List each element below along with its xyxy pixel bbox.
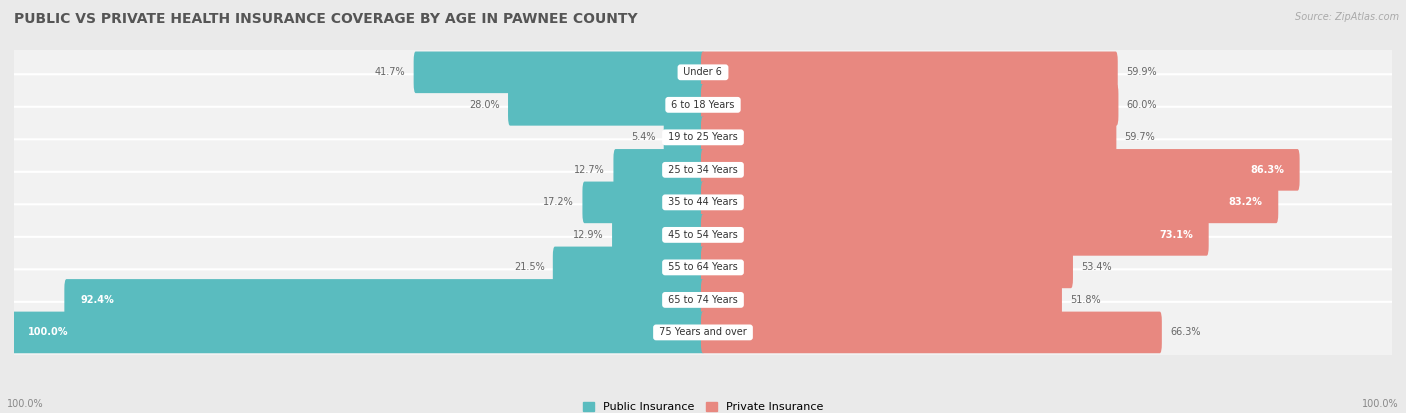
FancyBboxPatch shape <box>553 247 704 288</box>
Text: Source: ZipAtlas.com: Source: ZipAtlas.com <box>1295 12 1399 22</box>
FancyBboxPatch shape <box>11 269 1395 330</box>
Text: 53.4%: 53.4% <box>1081 262 1112 273</box>
Text: 86.3%: 86.3% <box>1250 165 1284 175</box>
FancyBboxPatch shape <box>702 149 1299 191</box>
FancyBboxPatch shape <box>11 204 1395 266</box>
Text: 6 to 18 Years: 6 to 18 Years <box>668 100 738 110</box>
FancyBboxPatch shape <box>702 279 1062 321</box>
FancyBboxPatch shape <box>11 107 1395 168</box>
Text: 59.7%: 59.7% <box>1125 132 1156 142</box>
Text: 66.3%: 66.3% <box>1170 328 1201 337</box>
Text: 21.5%: 21.5% <box>513 262 544 273</box>
FancyBboxPatch shape <box>11 302 1395 363</box>
Text: 100.0%: 100.0% <box>7 399 44 409</box>
FancyBboxPatch shape <box>11 172 1395 233</box>
Legend: Public Insurance, Private Insurance: Public Insurance, Private Insurance <box>579 398 827 413</box>
FancyBboxPatch shape <box>11 42 1395 103</box>
FancyBboxPatch shape <box>702 182 1278 223</box>
FancyBboxPatch shape <box>702 312 1161 353</box>
Text: 92.4%: 92.4% <box>80 295 114 305</box>
Text: 73.1%: 73.1% <box>1159 230 1192 240</box>
Text: 35 to 44 Years: 35 to 44 Years <box>665 197 741 207</box>
FancyBboxPatch shape <box>702 214 1209 256</box>
Text: 25 to 34 Years: 25 to 34 Years <box>665 165 741 175</box>
FancyBboxPatch shape <box>13 312 704 353</box>
Text: 83.2%: 83.2% <box>1229 197 1263 207</box>
Text: 45 to 54 Years: 45 to 54 Years <box>665 230 741 240</box>
Text: 100.0%: 100.0% <box>1362 399 1399 409</box>
Text: 59.9%: 59.9% <box>1126 67 1157 77</box>
Text: 60.0%: 60.0% <box>1126 100 1157 110</box>
Text: 65 to 74 Years: 65 to 74 Years <box>665 295 741 305</box>
FancyBboxPatch shape <box>702 84 1118 126</box>
FancyBboxPatch shape <box>508 84 704 126</box>
Text: PUBLIC VS PRIVATE HEALTH INSURANCE COVERAGE BY AGE IN PAWNEE COUNTY: PUBLIC VS PRIVATE HEALTH INSURANCE COVER… <box>14 12 638 26</box>
Text: 75 Years and over: 75 Years and over <box>657 328 749 337</box>
Text: 51.8%: 51.8% <box>1070 295 1101 305</box>
Text: 41.7%: 41.7% <box>375 67 405 77</box>
FancyBboxPatch shape <box>11 74 1395 135</box>
Text: 12.9%: 12.9% <box>574 230 603 240</box>
FancyBboxPatch shape <box>413 52 704 93</box>
Text: 5.4%: 5.4% <box>631 132 655 142</box>
FancyBboxPatch shape <box>11 237 1395 298</box>
Text: 19 to 25 Years: 19 to 25 Years <box>665 132 741 142</box>
Text: 55 to 64 Years: 55 to 64 Years <box>665 262 741 273</box>
FancyBboxPatch shape <box>11 139 1395 200</box>
Text: 17.2%: 17.2% <box>543 197 574 207</box>
Text: 12.7%: 12.7% <box>575 165 605 175</box>
Text: Under 6: Under 6 <box>681 67 725 77</box>
FancyBboxPatch shape <box>702 116 1116 158</box>
Text: 100.0%: 100.0% <box>28 328 69 337</box>
FancyBboxPatch shape <box>582 182 704 223</box>
FancyBboxPatch shape <box>613 149 704 191</box>
FancyBboxPatch shape <box>612 214 704 256</box>
FancyBboxPatch shape <box>65 279 704 321</box>
FancyBboxPatch shape <box>664 116 704 158</box>
FancyBboxPatch shape <box>702 52 1118 93</box>
FancyBboxPatch shape <box>702 247 1073 288</box>
Text: 28.0%: 28.0% <box>470 100 499 110</box>
